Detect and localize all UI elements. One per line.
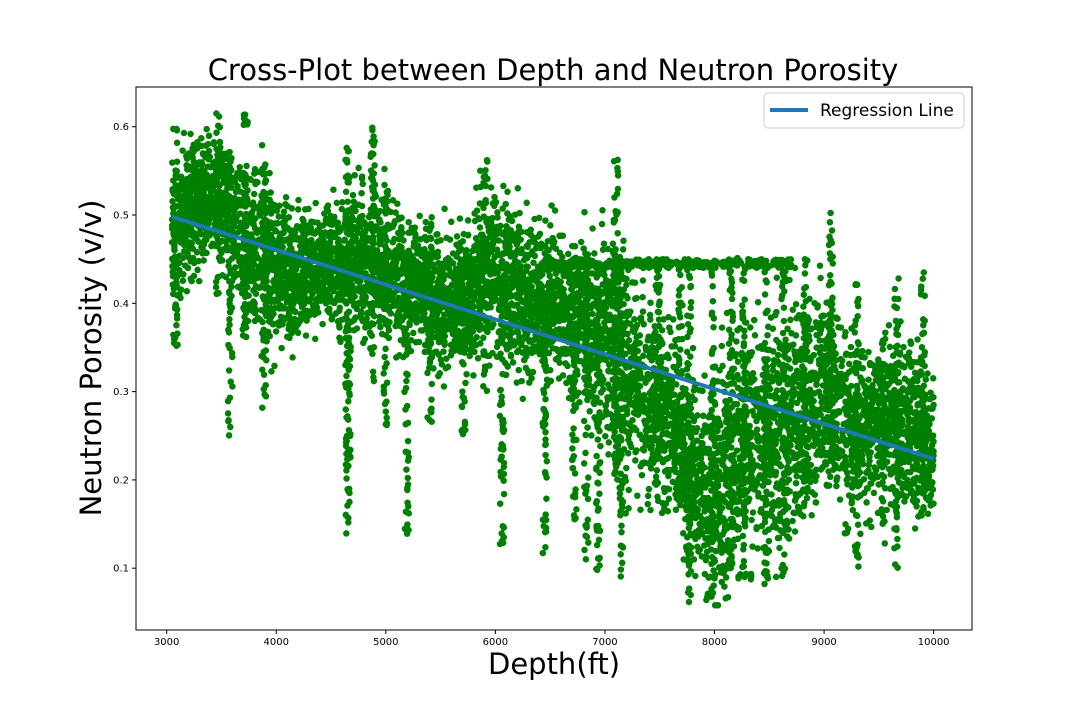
legend: Regression Line [763,92,965,129]
y-axis-label: Neutron Porosity (v/v) [74,200,108,517]
x-tick-label: 6000 [483,637,508,648]
y-tick-label: 0.2 [113,475,129,486]
y-tick-label: 0.5 [113,211,129,222]
y-tick-label: 0.6 [113,122,129,133]
x-tick-label: 5000 [373,637,398,648]
legend-box [763,92,965,129]
legend-label-regression: Regression Line [820,101,954,121]
x-tick-label: 7000 [592,637,617,648]
chart-title: Cross-Plot between Depth and Neutron Por… [208,53,899,87]
regression-line [171,214,935,461]
x-tick-label: 8000 [702,637,727,648]
x-axis-label: Depth(ft) [488,647,620,681]
x-axis-ticks: 3000 4000 5000 6000 7000 8000 9000 10000 [154,630,950,648]
y-tick-label: 0.3 [113,387,129,398]
x-tick-label: 9000 [811,637,836,648]
x-tick-label: 10000 [918,637,950,648]
regression-layer [171,214,935,461]
plot-area-frame [135,86,973,631]
x-tick-label: 4000 [264,637,289,648]
y-tick-label: 0.4 [113,299,129,310]
y-tick-label: 0.1 [113,564,129,575]
x-tick-label: 3000 [154,637,179,648]
y-axis-ticks: 0.1 0.2 0.3 0.4 0.5 0.6 [113,122,136,575]
